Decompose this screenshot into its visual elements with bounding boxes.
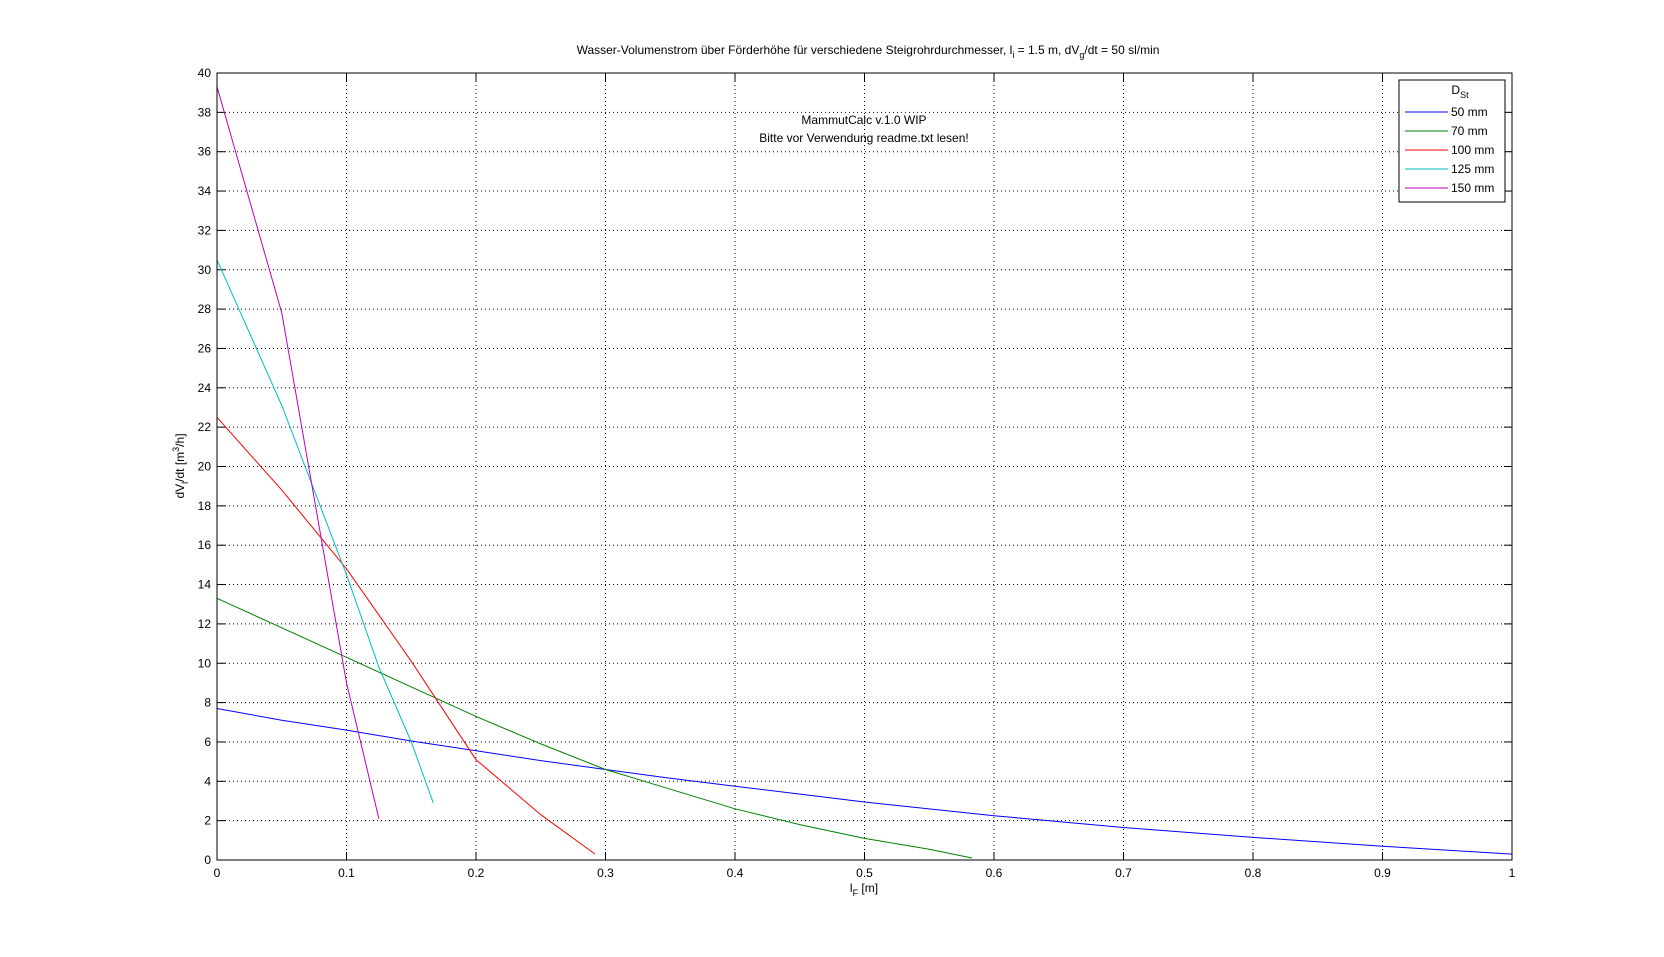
- axes-box: [216, 72, 1513, 861]
- x-tick-label: 0.1: [338, 866, 355, 880]
- legend: DSt 50 mm 70 mm 100 mm 125 mm 150 mm: [1398, 79, 1506, 203]
- plot-area: [217, 73, 1512, 860]
- watermark-line-2: Bitte vor Verwendung readme.txt lesen!: [759, 131, 968, 145]
- y-tick-label: 22: [198, 420, 212, 434]
- legend-label: 125 mm: [1451, 162, 1494, 176]
- y-tick-label: 2: [204, 814, 211, 828]
- y-tick-label: 38: [198, 105, 212, 119]
- y-tick-label: 32: [198, 223, 212, 237]
- legend-label: 150 mm: [1451, 181, 1494, 195]
- legend-title: DSt: [1451, 83, 1469, 100]
- y-tick-label: 16: [198, 538, 212, 552]
- y-axis-label: dVl/dt [m3/h]: [171, 433, 190, 498]
- series-line-70-mm: [216, 597, 973, 859]
- series-line-150-mm: [216, 86, 380, 819]
- x-tick-label: 0: [214, 866, 221, 880]
- x-tick-label: 0.9: [1374, 866, 1391, 880]
- x-tick-label: 0.5: [856, 866, 873, 880]
- series-line-100-mm: [216, 416, 596, 855]
- legend-label: 100 mm: [1451, 143, 1494, 157]
- y-tick-label: 34: [198, 184, 212, 198]
- legend-items: 50 mm 70 mm 100 mm 125 mm 150 mm: [1405, 105, 1494, 195]
- y-tick-label: 6: [204, 735, 211, 749]
- y-tick-label: 12: [198, 617, 212, 631]
- legend-label: 50 mm: [1451, 105, 1488, 119]
- watermark-line-1: MammutCalc v.1.0 WIP: [801, 113, 926, 127]
- y-tick-label: 26: [198, 341, 212, 355]
- y-tick-label: 36: [198, 145, 212, 159]
- y-tick-label: 20: [198, 460, 212, 474]
- y-tick-label: 18: [198, 499, 212, 513]
- y-tick-label: 4: [204, 774, 211, 788]
- y-tick-label: 8: [204, 696, 211, 710]
- x-axis-label: lF [m]: [850, 881, 878, 898]
- series-line-50-mm: [216, 708, 1513, 855]
- legend-label: 70 mm: [1451, 124, 1488, 138]
- x-tick-label: 0.3: [597, 866, 614, 880]
- y-tick-label: 40: [198, 66, 212, 80]
- y-tick-label: 24: [198, 381, 212, 395]
- x-tick-label: 0.2: [468, 866, 485, 880]
- y-tick-label: 10: [198, 656, 212, 670]
- y-tick-label: 14: [198, 578, 212, 592]
- x-tick-labels: 0 0.1 0.2 0.3 0.4 0.5 0.6 0.7 0.8 0.9 1: [214, 866, 1516, 880]
- x-tick-label: 0.7: [1115, 866, 1132, 880]
- series-lines: [216, 86, 1513, 859]
- y-tick-label: 28: [198, 302, 212, 316]
- x-tick-label: 0.8: [1245, 866, 1262, 880]
- x-tick-label: 0.4: [727, 866, 744, 880]
- y-tick-label: 30: [198, 263, 212, 277]
- chart-title: Wasser-Volumenstrom über Förderhöhe für …: [577, 43, 1160, 60]
- y-tick-label: 0: [204, 853, 211, 867]
- legend-box: [1398, 79, 1506, 203]
- x-tick-label: 0.6: [986, 866, 1003, 880]
- x-tick-label: 1: [1509, 866, 1516, 880]
- series-line-125-mm: [216, 259, 434, 804]
